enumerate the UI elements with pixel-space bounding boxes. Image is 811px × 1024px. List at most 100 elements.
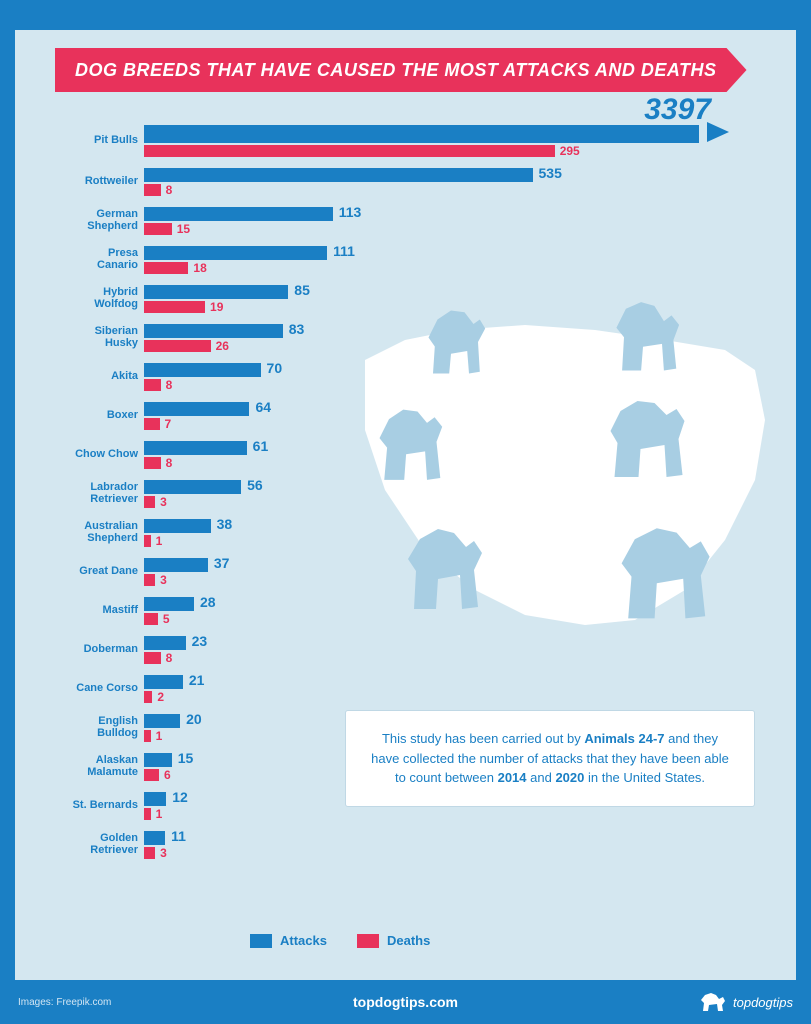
background-silhouettes [345, 280, 775, 660]
attacks-bar: 113 [144, 207, 333, 221]
chart-row: Rottweiler5358 [70, 168, 770, 196]
deaths-value: 8 [166, 651, 173, 665]
info-and: and [527, 770, 556, 785]
deaths-value: 1 [156, 807, 163, 821]
deaths-bar: 26 [144, 340, 211, 352]
breed-label: St. Bernards [70, 800, 144, 812]
breed-label: Golden Retriever [70, 833, 144, 856]
deaths-value: 8 [166, 456, 173, 470]
attacks-value: 70 [267, 360, 283, 376]
attacks-bar: 56 [144, 480, 241, 494]
legend-label: Attacks [280, 933, 327, 948]
bar-group: 11 3 [144, 831, 770, 859]
attacks-value: 15 [178, 750, 194, 766]
legend-item-deaths: Deaths [357, 933, 430, 948]
attacks-bar: 12 [144, 792, 166, 806]
swatch-icon [357, 934, 379, 948]
deaths-bar: 5 [144, 613, 158, 625]
deaths-value: 18 [193, 261, 206, 275]
deaths-bar: 8 [144, 184, 161, 196]
attacks-value: 83 [289, 321, 305, 337]
deaths-value: 7 [165, 417, 172, 431]
arrow-icon [707, 122, 729, 142]
attacks-bar: 3397 [144, 125, 699, 143]
attacks-bar: 535 [144, 168, 533, 182]
dog-silhouette-icon [615, 515, 725, 625]
breed-label: Mastiff [70, 605, 144, 617]
deaths-bar: 2 [144, 691, 152, 703]
attacks-bar: 21 [144, 675, 183, 689]
bar-group: 5358 [144, 168, 770, 196]
deaths-value: 3 [160, 846, 167, 860]
dog-silhouette-icon [600, 385, 705, 485]
deaths-value: 3 [160, 495, 167, 509]
header-band [0, 0, 811, 30]
attacks-bar: 85 [144, 285, 288, 299]
breed-label: Doberman [70, 644, 144, 656]
attacks-value: 535 [539, 165, 562, 181]
attacks-bar: 83 [144, 324, 283, 338]
attacks-value: 37 [214, 555, 230, 571]
deaths-value: 295 [560, 144, 580, 158]
legend-item-attacks: Attacks [250, 933, 327, 948]
breed-label: English Bulldog [70, 716, 144, 739]
deaths-bar: 3 [144, 574, 155, 586]
info-box: This study has been carried out by Anima… [345, 710, 755, 807]
info-source: Animals 24-7 [584, 731, 664, 746]
breed-label: Rottweiler [70, 176, 144, 188]
dog-logo-icon [699, 991, 727, 1013]
bar-group: 111 18 [144, 246, 770, 274]
attacks-bar: 64 [144, 402, 249, 416]
deaths-value: 8 [166, 183, 173, 197]
deaths-bar: 6 [144, 769, 159, 781]
attacks-value: 23 [192, 633, 208, 649]
breed-label: Alaskan Malamute [70, 755, 144, 778]
deaths-value: 19 [210, 300, 223, 314]
deaths-value: 3 [160, 573, 167, 587]
chart-row: Cane Corso212 [70, 675, 770, 703]
attacks-value: 3397 [644, 93, 711, 127]
attacks-value: 64 [255, 399, 271, 415]
deaths-bar: 1 [144, 808, 151, 820]
breed-label: Presa Canario [70, 248, 144, 271]
deaths-bar: 15 [144, 223, 172, 235]
attacks-bar: 28 [144, 597, 194, 611]
brand-logo: topdogtips [699, 991, 793, 1013]
attacks-value: 21 [189, 672, 205, 688]
brand-name: topdogtips [733, 995, 793, 1010]
attacks-bar: 37 [144, 558, 208, 572]
info-year-end: 2020 [555, 770, 584, 785]
footer: Images: Freepik.com topdogtips.com topdo… [0, 980, 811, 1024]
breed-label: Cane Corso [70, 683, 144, 695]
deaths-bar: 8 [144, 652, 161, 664]
deaths-bar: 3 [144, 496, 155, 508]
attacks-value: 111 [333, 243, 355, 259]
breed-label: Pit Bulls [70, 135, 144, 147]
dog-silhouette-icon [605, 285, 700, 380]
deaths-value: 15 [177, 222, 190, 236]
attacks-bar: 61 [144, 441, 247, 455]
deaths-value: 5 [163, 612, 170, 626]
chart-row: German Shepherd11315 [70, 207, 770, 235]
dog-silhouette-icon [415, 290, 505, 385]
deaths-bar: 8 [144, 457, 161, 469]
chart-row: Golden Retriever 11 3 [70, 831, 770, 859]
attacks-value: 38 [217, 516, 233, 532]
bar-group: 11315 [144, 207, 770, 235]
attacks-bar: 23 [144, 636, 186, 650]
chart-row: Presa Canario 111 18 [70, 246, 770, 274]
attacks-value: 56 [247, 477, 263, 493]
deaths-value: 1 [156, 729, 163, 743]
breed-label: German Shepherd [70, 209, 144, 232]
dog-silhouette-icon [400, 510, 500, 620]
deaths-bar: 19 [144, 301, 205, 313]
breed-label: Boxer [70, 410, 144, 422]
attacks-bar: 20 [144, 714, 180, 728]
attacks-value: 61 [253, 438, 269, 454]
attacks-value: 11 [171, 828, 186, 844]
info-text-3: in the United States. [584, 770, 705, 785]
deaths-bar: 7 [144, 418, 160, 430]
breed-label: Great Dane [70, 566, 144, 578]
breed-label: Siberian Husky [70, 326, 144, 349]
deaths-bar: 1 [144, 730, 151, 742]
